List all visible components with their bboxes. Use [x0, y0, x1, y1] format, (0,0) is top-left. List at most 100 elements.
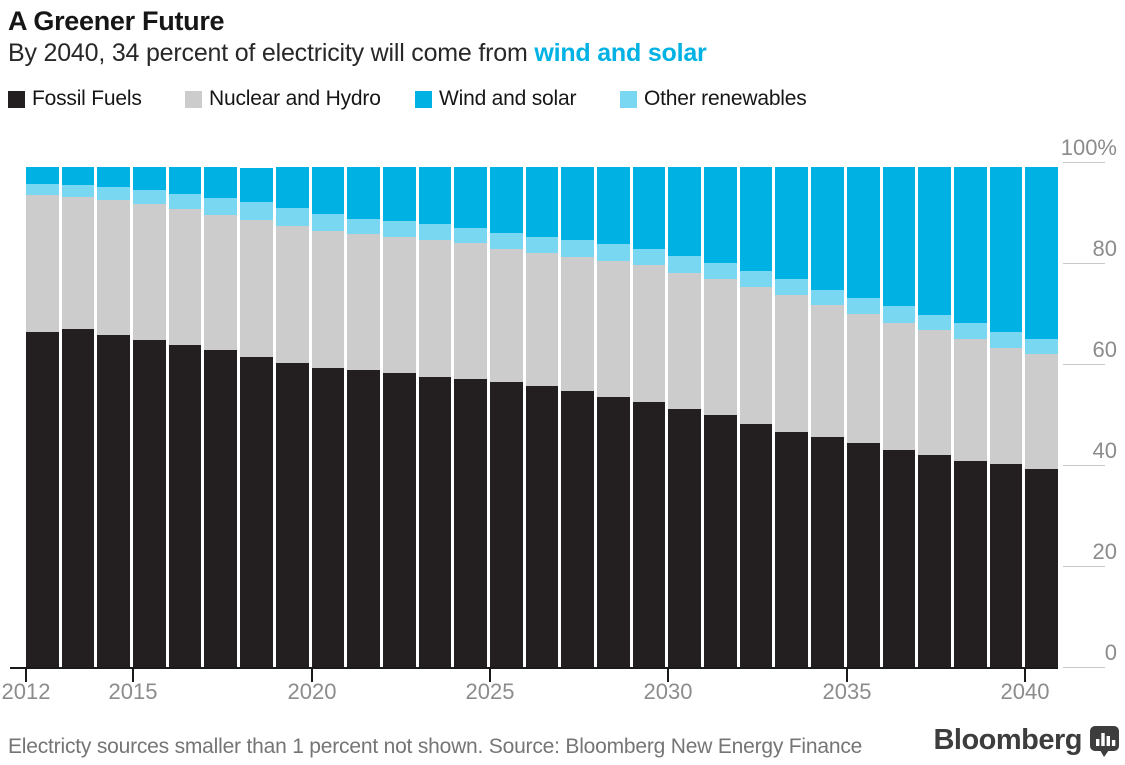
bar-2014: [97, 163, 131, 668]
segment-other-renewables-2028: [597, 244, 630, 261]
bar-2034: [811, 163, 844, 668]
x-tick-label-2025: 2025: [465, 679, 515, 704]
legend-label: Fossil Fuels: [32, 87, 142, 110]
legend-item-other-renewables: Other renewables: [620, 87, 807, 110]
segment-wind-solar-2032: [739, 167, 773, 271]
bar-2012: [26, 163, 59, 668]
segment-wind-solar-2019: [275, 167, 309, 209]
bar-2013: [61, 163, 95, 668]
bar-2025: [489, 163, 523, 668]
bar-2037: [918, 163, 951, 668]
bar-2040: [1025, 163, 1058, 668]
segment-other-renewables-2015: [133, 189, 166, 204]
segment-nuclear-hydro-2031: [704, 279, 737, 415]
segment-other-renewables-2017: [204, 198, 238, 215]
segment-wind-solar-2015: [133, 167, 166, 190]
bar-2030: [668, 163, 702, 668]
segment-nuclear-hydro-2012: [26, 194, 59, 332]
segment-fossil-2027: [561, 390, 594, 668]
legend-label: Other renewables: [644, 87, 807, 110]
segment-other-renewables-2040: [1025, 338, 1058, 354]
segment-other-renewables-2018: [240, 202, 273, 220]
segment-wind-solar-2022: [382, 167, 416, 222]
bloomberg-brand: Bloomberg: [933, 724, 1120, 757]
segment-nuclear-hydro-2038: [953, 339, 987, 461]
y-tick-label-40: 40: [1092, 438, 1117, 463]
segment-fossil-2025: [489, 381, 523, 668]
segment-wind-solar-2021: [347, 167, 380, 220]
segment-wind-solar-2035: [846, 167, 880, 299]
segment-nuclear-hydro-2020: [311, 230, 345, 368]
segment-other-renewables-2021: [347, 219, 380, 235]
segment-fossil-2038: [953, 461, 987, 668]
segment-other-renewables-2020: [311, 214, 345, 231]
page-title: A Greener Future: [8, 6, 225, 36]
x-tick-2015: [132, 668, 134, 682]
y-tick-label-100: 100%: [1060, 135, 1117, 160]
bar-2016: [168, 163, 202, 668]
segment-wind-solar-2037: [918, 167, 951, 315]
segment-other-renewables-2030: [668, 256, 702, 273]
bloomberg-chart-bubble-icon: [1090, 726, 1119, 757]
other-renewables-swatch-icon: [620, 90, 637, 108]
segment-nuclear-hydro-2028: [597, 260, 630, 397]
segment-other-renewables-2036: [882, 306, 916, 323]
segment-fossil-2031: [704, 415, 737, 668]
segment-nuclear-hydro-2037: [918, 330, 951, 455]
bar-2033: [775, 163, 809, 668]
segment-nuclear-hydro-2015: [133, 203, 166, 340]
plot-area: [26, 163, 1058, 668]
bar-2032: [739, 163, 773, 668]
segment-fossil-2037: [918, 454, 951, 668]
segment-fossil-2016: [168, 344, 202, 668]
chart-subtitle: By 2040, 34 percent of electricity will …: [8, 39, 707, 68]
segment-nuclear-hydro-2029: [632, 265, 666, 403]
segment-fossil-2026: [525, 386, 559, 668]
segment-other-renewables-2029: [632, 249, 666, 266]
subtitle-highlight: wind and solar: [534, 39, 707, 67]
segment-fossil-2035: [846, 443, 880, 668]
segment-nuclear-hydro-2040: [1025, 353, 1058, 469]
segment-wind-solar-2014: [97, 167, 131, 187]
bloomberg-logo-text: Bloomberg: [933, 724, 1082, 756]
bar-2036: [882, 163, 916, 668]
legend-item-nuclear-hydro: Nuclear and Hydro: [185, 87, 381, 110]
y-tick-label-0: 0: [1104, 640, 1117, 665]
segment-other-renewables-2016: [168, 193, 202, 210]
legend-label: Wind and solar: [439, 87, 577, 110]
segment-wind-solar-2038: [953, 167, 987, 324]
bar-2015: [133, 163, 166, 668]
segment-nuclear-hydro-2013: [61, 196, 95, 330]
x-tick-2012: [25, 668, 27, 682]
segment-other-renewables-2037: [918, 314, 951, 331]
segment-nuclear-hydro-2016: [168, 209, 202, 345]
segment-nuclear-hydro-2019: [275, 225, 309, 363]
segment-nuclear-hydro-2023: [418, 239, 452, 377]
legend-label: Nuclear and Hydro: [209, 87, 381, 110]
y-tick-label-20: 20: [1092, 539, 1117, 564]
x-axis-line: [10, 667, 1058, 669]
segment-wind-solar-2039: [989, 167, 1023, 333]
bar-2029: [632, 163, 666, 668]
segment-fossil-2033: [775, 431, 809, 668]
segment-nuclear-hydro-2014: [97, 199, 131, 336]
segment-wind-solar-2027: [561, 167, 594, 241]
segment-other-renewables-2031: [704, 263, 737, 280]
segment-wind-solar-2031: [704, 167, 737, 264]
bar-2022: [382, 163, 416, 668]
y-tick-line-20: [1063, 566, 1105, 567]
x-tick-label-2030: 2030: [643, 679, 693, 704]
subtitle-text: By 2040, 34 percent of electricity will …: [8, 39, 535, 67]
segment-nuclear-hydro-2030: [668, 272, 702, 410]
segment-wind-solar-2030: [668, 166, 702, 257]
segment-other-renewables-2034: [811, 290, 844, 306]
segment-fossil-2018: [240, 357, 273, 668]
x-tick-2035: [846, 668, 848, 682]
segment-other-renewables-2013: [61, 185, 95, 197]
segment-other-renewables-2024: [454, 227, 487, 244]
segment-fossil-2024: [454, 379, 487, 668]
legend-item-wind-solar: Wind and solar: [415, 87, 577, 110]
legend-item-fossil-fuels: Fossil Fuels: [8, 87, 142, 110]
segment-wind-solar-2018: [240, 168, 273, 203]
segment-wind-solar-2013: [61, 167, 95, 186]
